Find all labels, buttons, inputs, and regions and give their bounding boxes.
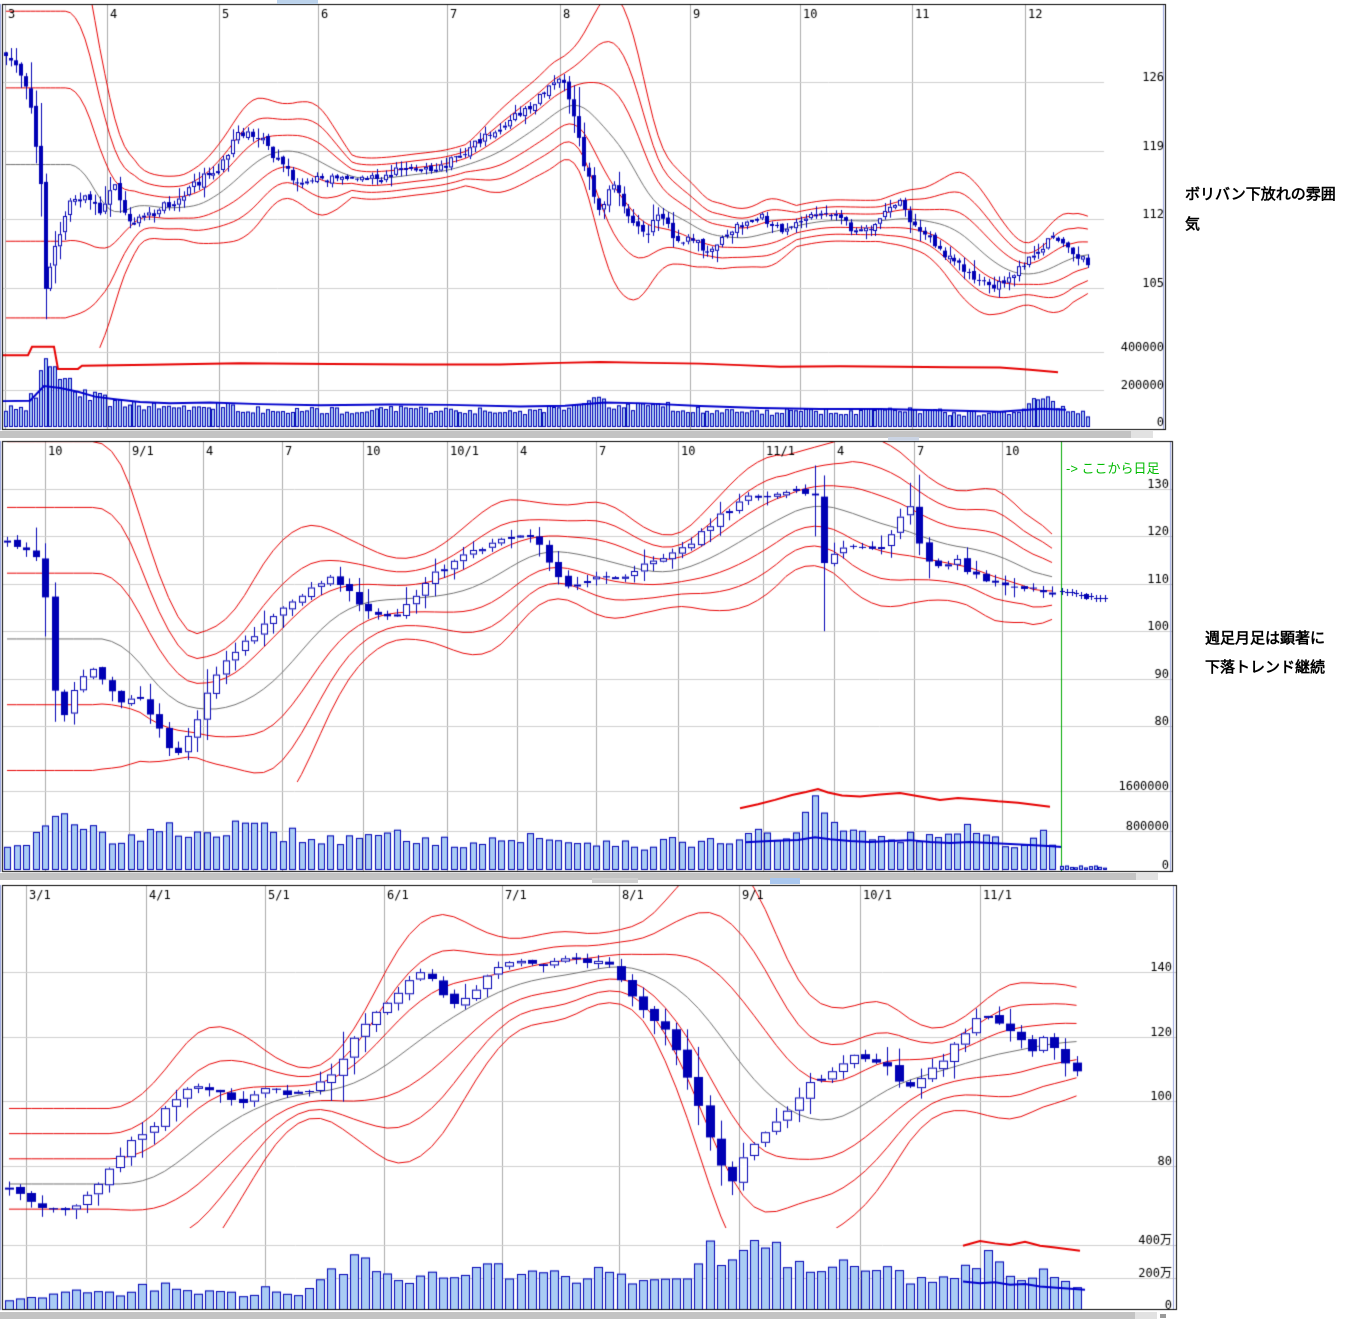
annotation-line: ボリバン下放れの雰囲	[1185, 186, 1336, 203]
scrollbar-thumb[interactable]	[1136, 873, 1158, 880]
window-artifact	[592, 878, 638, 883]
annotation-line: 週足月足は顕著に	[1205, 630, 1326, 647]
daily-start-marker-label: -> ここから日足	[1066, 461, 1160, 476]
annotation-line: 気	[1185, 216, 1201, 233]
chart2-weekly-canvas[interactable]	[0, 438, 1366, 878]
annotation-line: 下落トレンド継続	[1205, 659, 1326, 676]
window-artifact	[888, 437, 919, 441]
chart2-annotation: 週足月足は顕著に 下落トレンド継続	[1205, 624, 1325, 682]
window-artifact	[1160, 1314, 1166, 1318]
chart3-hscrollbar[interactable]	[0, 1312, 1157, 1319]
scrollbar-thumb[interactable]	[1131, 431, 1153, 438]
chart2-hscrollbar[interactable]	[0, 873, 1158, 880]
window-artifact	[277, 0, 318, 4]
chart1-annotation: ボリバン下放れの雰囲 気	[1185, 180, 1336, 240]
chart1-daily-canvas[interactable]	[0, 0, 1366, 438]
scrollbar-thumb[interactable]	[1135, 1312, 1157, 1319]
window-artifact	[770, 878, 800, 884]
chart3-longspan-canvas[interactable]	[0, 878, 1366, 1332]
chart1-hscrollbar[interactable]	[0, 431, 1153, 438]
